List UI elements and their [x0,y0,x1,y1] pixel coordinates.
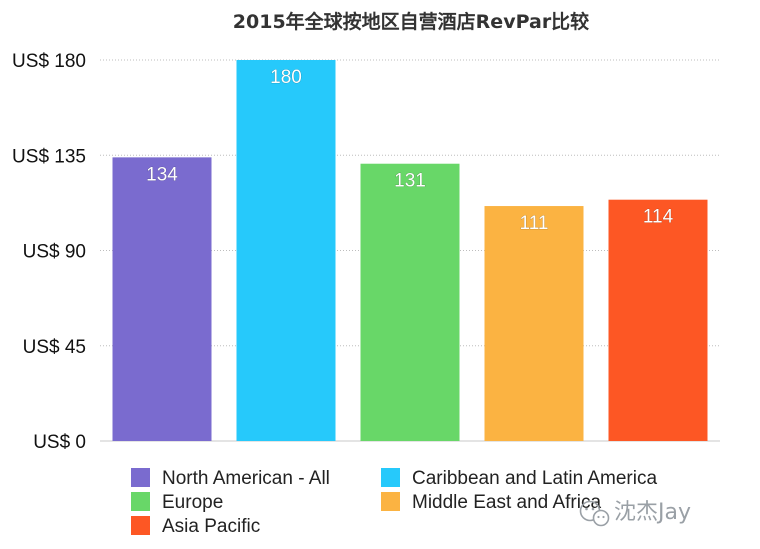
legend-label: Europe [162,492,223,513]
bar [236,60,336,441]
data-labels: 134 180 131 111 114 [146,67,674,235]
y-tick-label: US$ 90 [23,242,86,263]
legend: North American - All Caribbean and Latin … [131,468,657,537]
legend-swatch [131,516,150,535]
legend-label: North American - All [162,468,330,489]
watermark-text: 沈杰Jay [614,500,691,525]
legend-label: Asia Pacific [162,516,260,537]
y-axis-ticks: US$ 0 US$ 45 US$ 90 US$ 135 US$ 180 [12,51,86,453]
data-label: 134 [146,164,178,185]
y-tick-label: US$ 45 [23,337,86,358]
data-label: 180 [270,67,302,88]
legend-label: Middle East and Africa [412,492,601,513]
bar [360,163,460,441]
y-tick-label: US$ 135 [12,146,86,167]
y-tick-label: US$ 180 [12,51,86,72]
y-tick-label: US$ 0 [33,432,86,453]
data-label: 114 [643,207,674,228]
bar [112,157,212,441]
legend-swatch [131,468,150,487]
legend-swatch [381,468,400,487]
bars [112,60,708,441]
watermark: 沈杰Jay [579,500,691,527]
wechat-icon [579,500,610,527]
legend-label: Caribbean and Latin America [412,468,657,489]
legend-swatch [381,492,400,511]
data-label: 111 [520,213,549,234]
chart-title: 2015年全球按地区自营酒店RevPar比较 [233,10,589,33]
bar [484,206,584,441]
data-label: 131 [394,171,426,192]
bar [608,199,708,441]
legend-swatch [131,492,150,511]
